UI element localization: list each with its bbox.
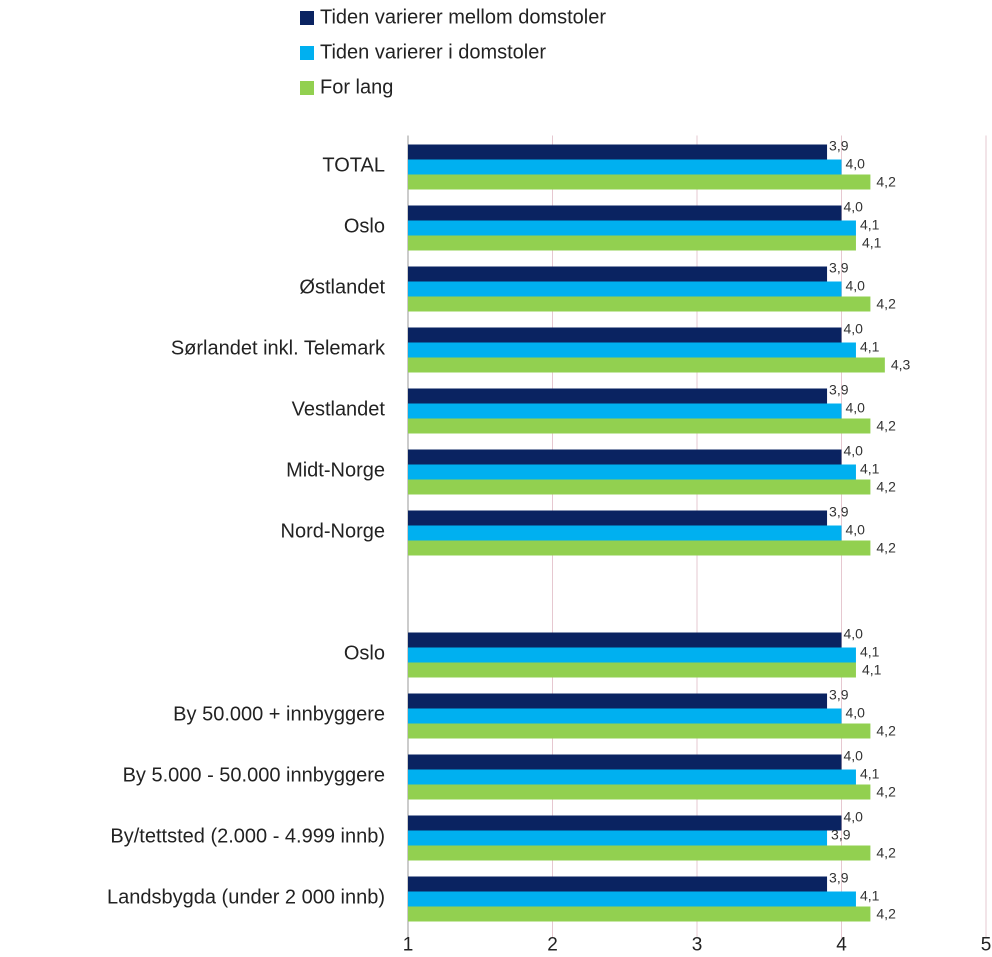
value-label: 4,0 [844,626,864,642]
value-label: 3,9 [829,870,849,886]
bar [408,449,842,465]
bar [408,342,856,358]
bar [408,388,828,404]
category-label: Midt-Norge [286,459,385,481]
value-label: 3,9 [829,260,849,276]
value-label: 4,2 [876,845,896,861]
value-label: 4,0 [844,443,864,459]
x-tick-label: 3 [692,935,703,956]
bar [408,403,842,419]
value-label: 4,2 [876,723,896,739]
x-tick-label: 2 [547,935,558,956]
value-label: 4,2 [876,906,896,922]
value-label: 3,9 [829,504,849,520]
bar [408,159,842,175]
bar [408,464,856,480]
value-label: 4,1 [860,644,880,660]
value-label: 3,9 [831,827,851,843]
value-label: 4,2 [876,296,896,312]
value-label: 4,1 [862,662,882,678]
value-label: 4,0 [844,321,864,337]
bar [408,327,842,343]
category-label: TOTAL [322,154,385,176]
bar [408,540,871,556]
value-label: 4,1 [860,461,880,477]
bar [408,708,842,724]
value-label: 4,0 [846,400,866,416]
value-label: 4,1 [860,339,880,355]
legend-label: For lang [320,76,393,98]
bar [408,174,871,190]
bar [408,144,828,160]
bar [408,296,871,312]
category-label: Oslo [344,642,385,664]
bar [408,784,871,800]
bar [408,662,856,678]
bar [408,754,842,770]
value-label: 4,0 [846,278,866,294]
bar [408,235,856,251]
value-label: 3,9 [829,138,849,154]
value-label: 4,1 [862,235,882,251]
legend-swatch [300,46,314,60]
bar [408,647,856,663]
value-label: 4,0 [846,522,866,538]
value-label: 3,9 [829,382,849,398]
bar [408,769,856,785]
category-label: Sørlandet inkl. Telemark [171,337,386,359]
bar [408,205,842,221]
bar [408,479,871,495]
bar [408,830,828,846]
legend-swatch [300,11,314,25]
bar [408,510,828,526]
bar [408,815,842,831]
value-label: 4,0 [844,809,864,825]
value-label: 3,9 [829,687,849,703]
bar [408,632,842,648]
value-label: 4,0 [844,199,864,215]
value-label: 4,1 [860,888,880,904]
category-label: Vestlandet [292,398,386,420]
legend-label: Tiden varierer i domstoler [320,41,546,63]
category-label: By 5.000 - 50.000 innbyggere [123,764,385,786]
value-label: 4,1 [860,217,880,233]
bar [408,906,871,922]
legend-label: Tiden varierer mellom domstoler [320,6,606,28]
bar [408,876,828,892]
bar [408,845,871,861]
value-label: 4,0 [844,748,864,764]
bar [408,525,842,541]
value-label: 4,3 [891,357,911,373]
legend-swatch [300,81,314,95]
category-label: By 50.000 + innbyggere [173,703,385,725]
value-label: 4,2 [876,540,896,556]
bar [408,357,885,373]
category-label: Landsbygda (under 2 000 innb) [107,886,385,908]
category-label: Østlandet [299,276,385,298]
category-label: Nord-Norge [281,520,385,542]
x-tick-label: 4 [836,935,847,956]
x-tick-label: 5 [981,935,992,956]
bar [408,220,856,236]
value-label: 4,2 [876,784,896,800]
value-label: 4,0 [846,156,866,172]
value-label: 4,2 [876,174,896,190]
category-label: By/tettsted (2.000 - 4.999 innb) [110,825,385,847]
category-label: Oslo [344,215,385,237]
bar [408,693,828,709]
value-label: 4,1 [860,766,880,782]
bar [408,891,856,907]
value-label: 4,2 [876,418,896,434]
bar [408,281,842,297]
bar [408,723,871,739]
x-tick-label: 1 [403,935,414,956]
bar [408,266,828,282]
bar [408,418,871,434]
value-label: 4,0 [846,705,866,721]
value-label: 4,2 [876,479,896,495]
